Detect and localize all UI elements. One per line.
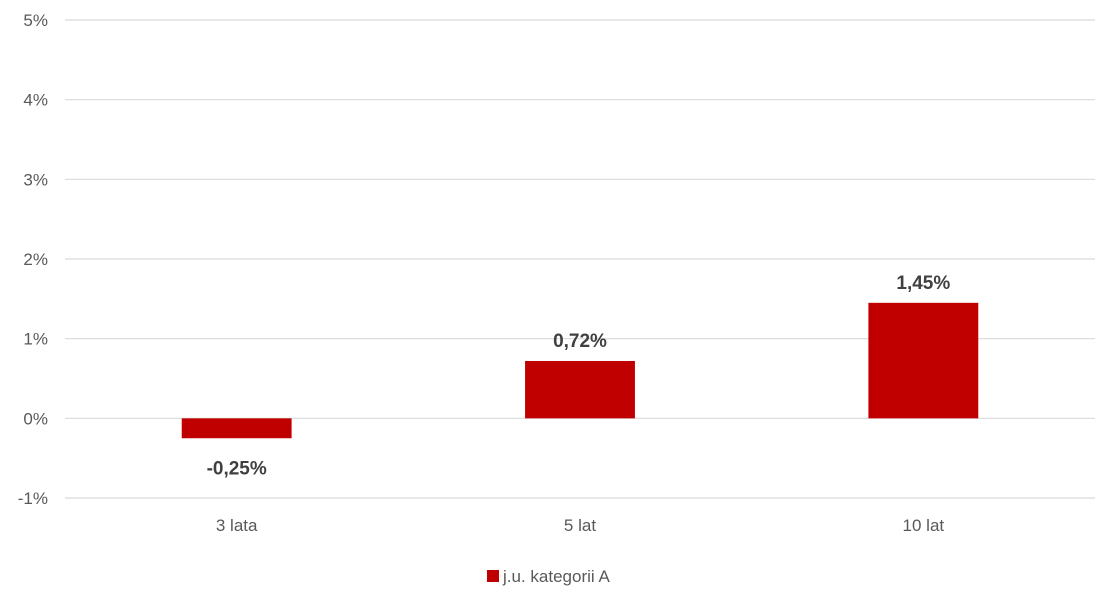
data-labels: -0,25% 0,72% 1,45% <box>207 273 951 479</box>
y-tick-label: -1% <box>18 489 48 508</box>
bar-2 <box>868 302 979 419</box>
data-label-2: 1,45% <box>896 273 950 294</box>
y-tick-label: 5% <box>23 11 48 30</box>
y-tick-label: 2% <box>23 250 48 269</box>
legend-label-j-u-kategorii-a: j.u. kategorii A <box>502 567 610 586</box>
bar-0 <box>181 418 292 439</box>
y-tick-label: 3% <box>23 170 48 189</box>
x-category-label-1: 5 lat <box>564 516 596 535</box>
x-category-label-2: 10 lat <box>903 516 945 535</box>
y-tick-label: 0% <box>23 409 48 428</box>
y-tick-label: 4% <box>23 91 48 110</box>
x-axis-category-labels: 3 lata 5 lat 10 lat <box>216 516 945 535</box>
bars <box>181 302 979 439</box>
y-axis-tick-labels: -1% 0% 1% 2% 3% 4% 5% <box>18 11 48 508</box>
data-label-0: -0,25% <box>207 458 267 479</box>
legend-swatch-j-u-kategorii-a <box>487 570 499 582</box>
data-label-1: 0,72% <box>553 331 607 352</box>
bar-1 <box>525 360 635 419</box>
x-category-label-0: 3 lata <box>216 516 258 535</box>
y-tick-label: 1% <box>23 330 48 349</box>
legend: j.u. kategorii A <box>487 567 610 586</box>
